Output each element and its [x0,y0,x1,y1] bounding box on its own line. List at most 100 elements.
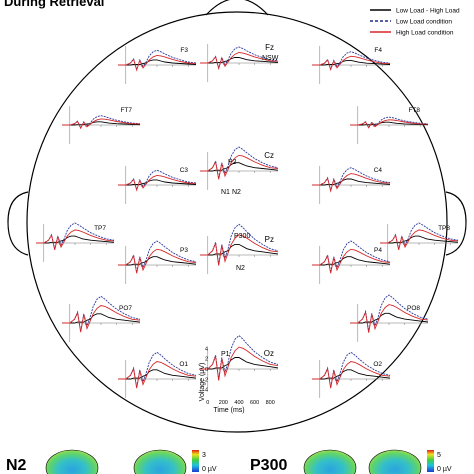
head-outline [7,0,467,433]
erp-line-difference [118,179,197,186]
erp-line-high-load [118,54,197,72]
erp-line-high-load [36,229,115,251]
oz-x-tick-label: 800 [266,400,275,406]
oz-x-tick-label: 200 [219,400,228,406]
oz-y-tick-label: -2 [203,377,208,383]
electrode-label: C3 [180,167,189,174]
electrode-label: O1 [179,361,188,368]
n2-colorbar [192,450,199,472]
component-label: P300 [234,233,250,240]
nose [205,0,269,16]
n2-topomap-label: N2 [6,457,27,474]
electrode-panel-tp7: TP7 [36,222,115,262]
component-label: N2 [232,189,241,196]
oz-x-tick-label: 600 [250,400,259,406]
erp-line-high-load [200,154,279,180]
electrode-label: F4 [374,47,382,54]
erp-line-difference [380,235,459,244]
electrode-label: Cz [264,151,274,160]
erp-line-difference [118,369,197,380]
oz-y-axis-label: Voltage (µV) [199,363,206,402]
erp-line-high-load [200,346,279,381]
erp-line-high-load [312,173,391,193]
erp-line-difference [118,59,197,66]
left-ear [7,191,29,256]
electrode-panel-fz: Fz NSW [200,43,279,82]
erp-line-high-load [118,174,197,192]
p300-colorbar-max: 5 [437,452,441,459]
oz-x-axis-label: Time (ms) [213,407,244,414]
electrode-panel-ft7: FT7 [62,106,141,144]
n2-topomap-low [45,449,99,474]
electrode-label: Fz [265,43,274,52]
electrode-label: FT7 [120,107,132,114]
oz-y-tick-label: -4 [203,388,208,394]
electrode-label: PO7 [119,305,132,312]
oz-axes: Voltage (µV) Time (ms) 4 2 0 -2 -4 0 200 400 600… [199,346,275,414]
legend: Low Load - High Load Low Load condition Hi… [370,8,460,37]
electrode-panel-pz: Pz P300 N2 [200,223,279,274]
electrode-label: C4 [374,167,383,174]
p300-topomap-label: P300 [250,457,287,474]
electrode-panel-c4: C4 [312,166,391,204]
oz-x-tick-label: 400 [234,400,243,406]
erp-line-difference [312,59,391,66]
electrode-label: PO8 [407,305,420,312]
topography-row: N2 3 0 µV P300 5 0 µV [6,449,452,474]
electrode-panel-o1: O1 [118,351,197,398]
erp-line-high-load [118,248,197,274]
scalp-circle [26,11,448,433]
erp-line-high-load [62,305,141,333]
p300-colorbar-min: 0 µV [437,466,452,473]
erp-line-difference [350,312,429,324]
electrode-label: P4 [374,247,382,254]
oz-y-tick-label: 0 [205,367,208,373]
component-label: N1 [221,189,230,196]
erp-line-high-load [118,361,197,389]
legend-label: Low Load condition [396,19,452,26]
electrode-panel-oz: Oz P1 [200,334,279,388]
erp-line-high-load [350,119,429,129]
electrode-label: TP8 [438,225,450,232]
electrode-label: Oz [264,349,274,358]
erp-line-difference [200,57,279,64]
erp-line-low-load [36,222,115,250]
oz-x-tick-label: 0 [206,400,209,406]
erp-line-difference [36,235,115,244]
erp-line-difference [200,357,279,370]
erp-line-high-load [350,304,429,333]
component-label: NSW [262,55,279,62]
electrode-label: P3 [180,247,188,254]
electrode-label: O2 [373,361,382,368]
erp-line-low-load [200,334,279,380]
electrode-label: F3 [180,47,188,54]
p300-colorbar [427,450,434,472]
erp-line-low-load [200,223,279,265]
erp-line-difference [312,369,391,380]
electrode-panel-po8: PO8 [350,294,429,342]
p300-topomap-low [303,449,357,474]
erp-line-difference [62,313,141,324]
erp-line-high-load [62,118,141,130]
electrode-panel-tp8: TP8 [380,222,459,262]
erp-line-difference [312,178,391,186]
electrode-panel-c3: C3 [118,166,197,204]
electrode-panel-po7: PO7 [62,295,141,342]
oz-y-tick-label: 4 [205,346,208,352]
erp-line-difference [200,162,279,172]
erp-line-difference [200,243,279,256]
erp-line-difference [312,256,391,266]
erp-line-high-load [380,229,459,251]
electrode-panel-cz: Cz P2 N1 N2 [200,146,279,196]
erp-line-difference [62,121,141,126]
erp-line-high-load [200,52,279,71]
p300-topomap-high [368,449,422,474]
component-label: P1 [221,351,230,358]
electrode-panel-o2: O2 [312,351,391,398]
erp-line-difference [350,121,429,126]
electrode-label: TP7 [94,225,106,232]
oz-y-tick-label: 2 [205,357,208,363]
erp-line-high-load [312,55,391,72]
